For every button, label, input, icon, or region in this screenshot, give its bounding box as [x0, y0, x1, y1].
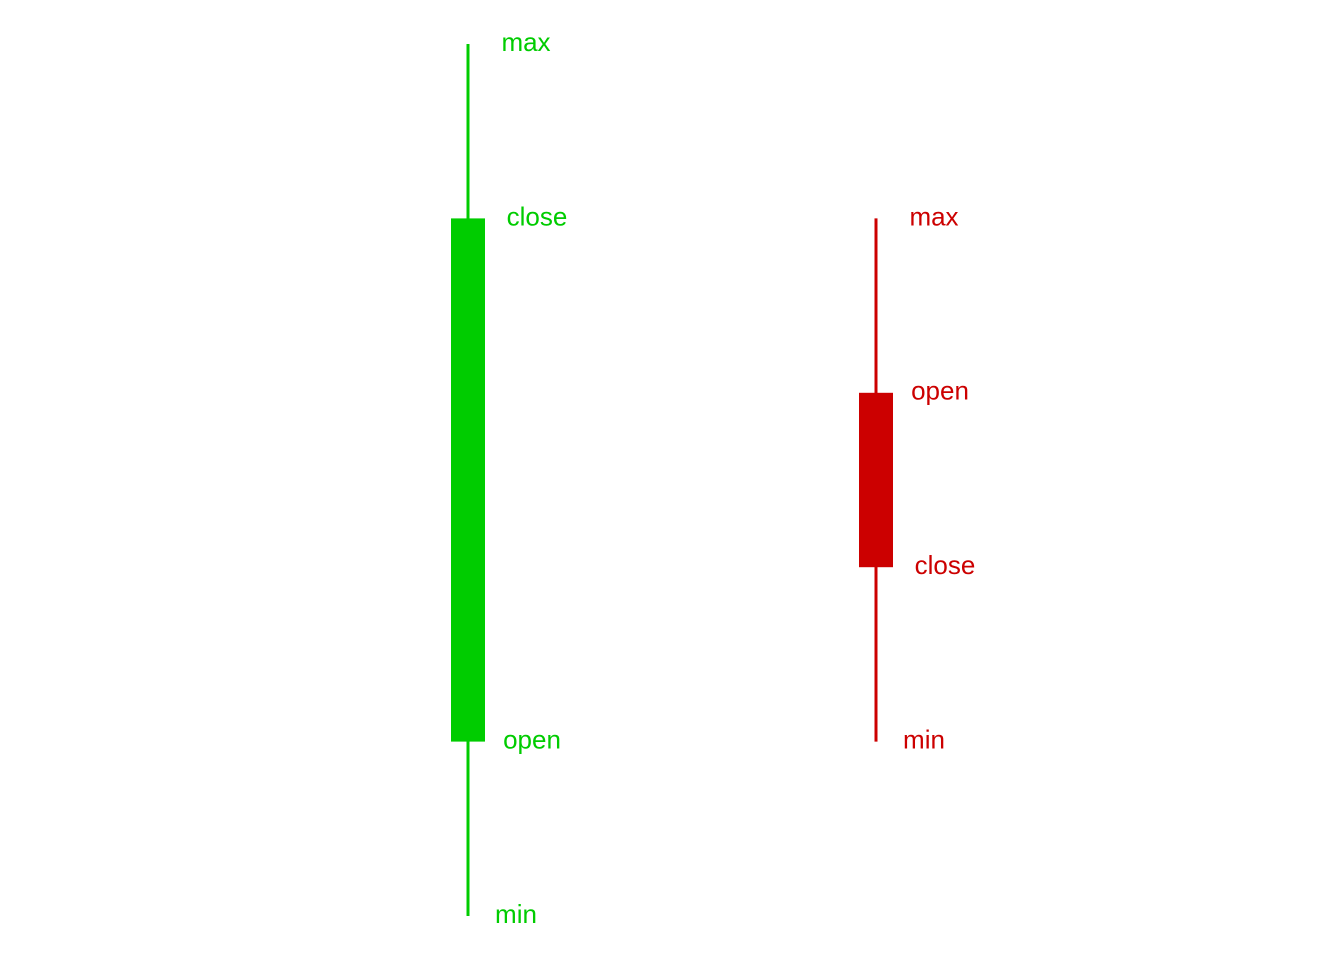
- candle-down-close-label: close: [915, 550, 976, 580]
- candle-up-max-label: max: [501, 27, 550, 57]
- candle-down-max-label: max: [909, 201, 958, 231]
- candle-down: max open close min: [859, 201, 975, 754]
- candle-up-min-label: min: [495, 899, 537, 929]
- candle-up-close-label: close: [507, 201, 568, 231]
- candle-up: max close open min: [451, 27, 567, 929]
- candle-up-open-label: open: [503, 724, 561, 754]
- candle-up-body: [451, 218, 485, 742]
- candle-down-open-label: open: [911, 376, 969, 406]
- candle-down-min-label: min: [903, 724, 945, 754]
- candle-down-body: [859, 392, 893, 568]
